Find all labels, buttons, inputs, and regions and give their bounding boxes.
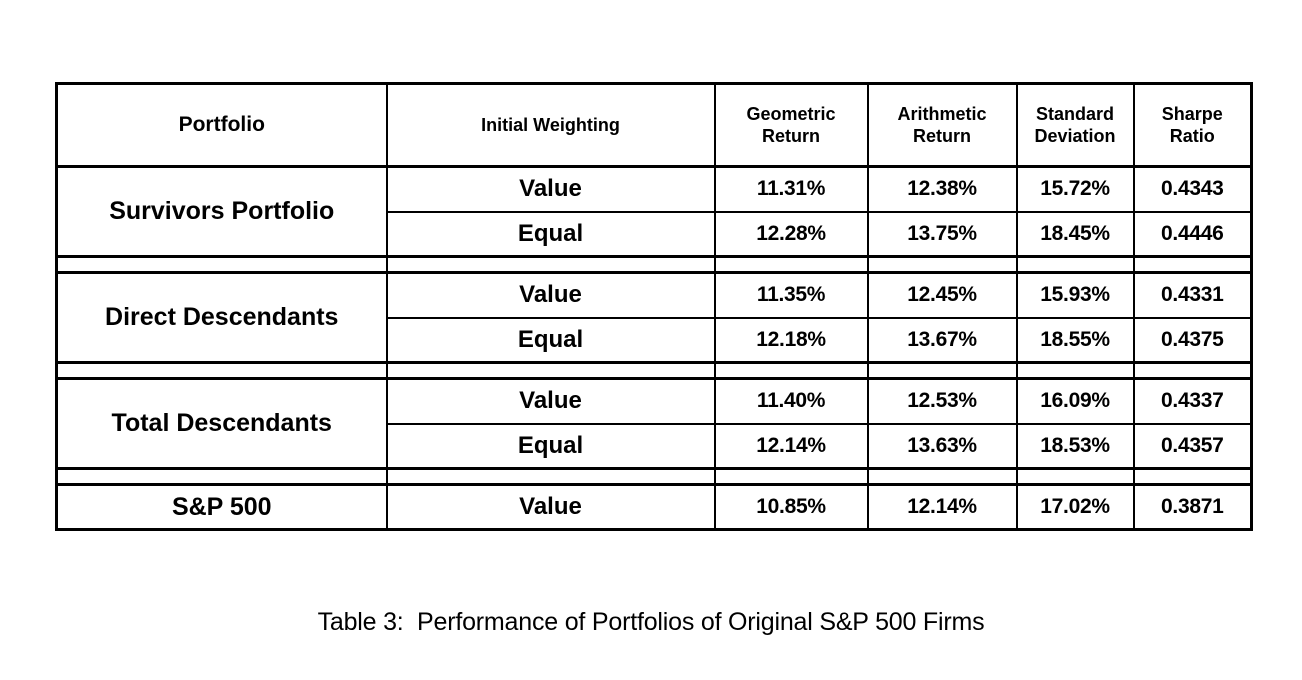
arithmetic-return-cell: 12.45%: [866, 271, 1018, 319]
weighting-cell: Value: [385, 271, 716, 319]
geometric-return-cell: 11.35%: [713, 271, 869, 319]
spacer-cell: [866, 255, 1018, 274]
weighting-cell: Equal: [385, 422, 716, 470]
sharpe-ratio-cell: 0.4343: [1132, 165, 1253, 213]
geometric-return-cell: 12.14%: [713, 422, 869, 470]
column-header-standard-deviation: Standard Deviation: [1015, 82, 1135, 168]
spacer-cell: [1015, 361, 1135, 380]
spacer-cell: [385, 467, 716, 486]
table-header-row: Portfolio Initial Weighting Geometric Re…: [55, 82, 1253, 168]
sharpe-ratio-cell: 0.4337: [1132, 377, 1253, 425]
table-caption: Table 3: Performance of Portfolios of Or…: [317, 608, 985, 636]
weighting-cell: Value: [385, 165, 716, 213]
spacer-cell: [1015, 255, 1135, 274]
column-header-geometric-return: Geometric Return: [713, 82, 869, 168]
spacer-cell: [713, 361, 869, 380]
performance-table: Portfolio Initial Weighting Geometric Re…: [55, 82, 1253, 531]
portfolio-name-cell: Total Descendants: [55, 377, 388, 470]
portfolio-name-cell: Direct Descendants: [55, 271, 388, 364]
table-row-total-equal: Equal 12.14% 13.63% 18.53% 0.4357: [57, 422, 1253, 470]
spacer-cell: [385, 361, 716, 380]
column-header-portfolio: Portfolio: [55, 82, 388, 168]
sharpe-ratio-cell: 0.4357: [1132, 422, 1253, 470]
column-header-sharpe-ratio: Sharpe Ratio: [1132, 82, 1253, 168]
spacer-cell: [866, 467, 1018, 486]
standard-deviation-cell: 17.02%: [1015, 483, 1135, 531]
sharpe-ratio-cell: 0.4375: [1132, 316, 1253, 364]
arithmetic-return-cell: 12.38%: [866, 165, 1018, 213]
standard-deviation-cell: 15.72%: [1015, 165, 1135, 213]
geometric-return-cell: 12.28%: [713, 210, 869, 258]
table-row-survivors-equal: Equal 12.28% 13.75% 18.45% 0.4446: [57, 210, 1253, 258]
weighting-cell: Value: [385, 483, 716, 531]
table-row-direct-value: Direct Descendants Value 11.35% 12.45% 1…: [55, 271, 1253, 364]
portfolio-name-cell: S&P 500: [55, 483, 388, 531]
section-spacer-row: [55, 255, 1253, 274]
spacer-cell: [1132, 467, 1253, 486]
standard-deviation-cell: 15.93%: [1015, 271, 1135, 319]
standard-deviation-cell: 18.55%: [1015, 316, 1135, 364]
spacer-cell: [1132, 255, 1253, 274]
geometric-return-cell: 10.85%: [713, 483, 869, 531]
table-row-total-value: Total Descendants Value 11.40% 12.53% 16…: [55, 377, 1253, 470]
column-header-arithmetic-return: Arithmetic Return: [866, 82, 1018, 168]
spacer-cell: [713, 255, 869, 274]
geometric-return-cell: 12.18%: [713, 316, 869, 364]
section-spacer-row: [55, 467, 1253, 486]
spacer-cell: [866, 361, 1018, 380]
weighting-cell: Value: [385, 377, 716, 425]
sharpe-ratio-cell: 0.4331: [1132, 271, 1253, 319]
sharpe-ratio-cell: 0.4446: [1132, 210, 1253, 258]
spacer-cell: [713, 467, 869, 486]
portfolio-name-cell: Survivors Portfolio: [55, 165, 388, 258]
geometric-return-cell: 11.31%: [713, 165, 869, 213]
table-row-survivors-value: Survivors Portfolio Value 11.31% 12.38% …: [55, 165, 1253, 258]
spacer-cell: [55, 361, 388, 380]
standard-deviation-cell: 16.09%: [1015, 377, 1135, 425]
geometric-return-cell: 11.40%: [713, 377, 869, 425]
spacer-cell: [55, 467, 388, 486]
standard-deviation-cell: 18.53%: [1015, 422, 1135, 470]
arithmetic-return-cell: 13.75%: [866, 210, 1018, 258]
arithmetic-return-cell: 13.63%: [866, 422, 1018, 470]
table-row-sp500-value: S&P 500 Value 10.85% 12.14% 17.02% 0.387…: [55, 483, 1253, 531]
spacer-cell: [55, 255, 388, 274]
spacer-cell: [385, 255, 716, 274]
arithmetic-return-cell: 12.53%: [866, 377, 1018, 425]
arithmetic-return-cell: 13.67%: [866, 316, 1018, 364]
arithmetic-return-cell: 12.14%: [866, 483, 1018, 531]
table-row-direct-equal: Equal 12.18% 13.67% 18.55% 0.4375: [57, 316, 1253, 364]
standard-deviation-cell: 18.45%: [1015, 210, 1135, 258]
sharpe-ratio-cell: 0.3871: [1132, 483, 1253, 531]
spacer-cell: [1132, 361, 1253, 380]
weighting-cell: Equal: [385, 210, 716, 258]
spacer-cell: [1015, 467, 1135, 486]
section-spacer-row: [55, 361, 1253, 380]
weighting-cell: Equal: [385, 316, 716, 364]
column-header-initial-weighting: Initial Weighting: [385, 82, 716, 168]
